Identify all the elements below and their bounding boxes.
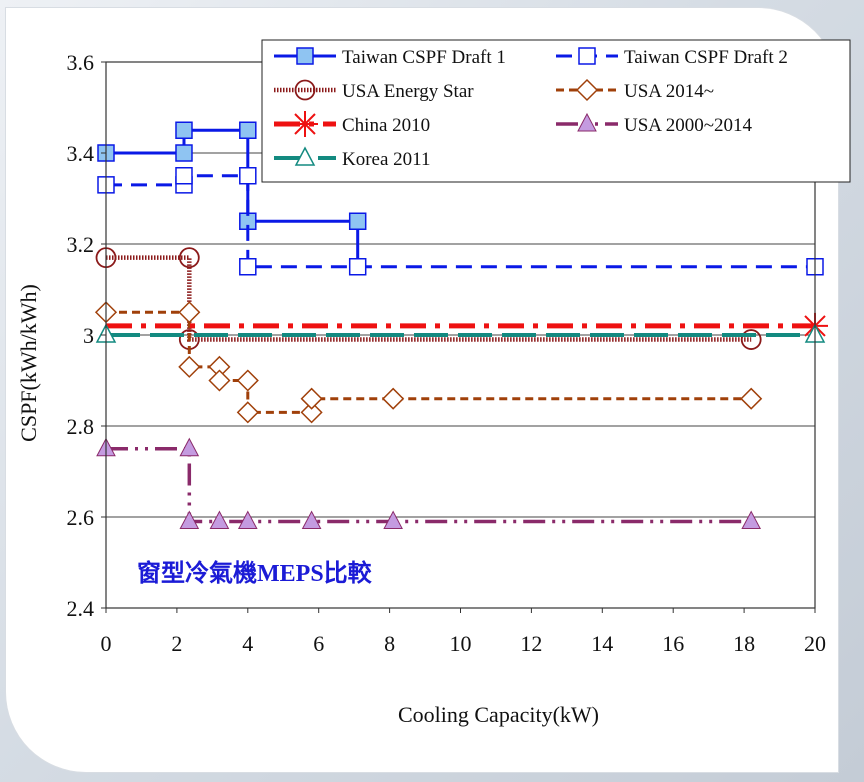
data-point — [740, 329, 762, 350]
legend-item: USA 2014~ — [556, 78, 714, 102]
data-point — [237, 510, 258, 530]
y-tick-label: 2.8 — [67, 414, 95, 439]
data-point — [236, 369, 259, 392]
series-line — [106, 174, 815, 269]
y-axis-title: CSPF(kWh/kWh) — [16, 284, 41, 442]
data-point — [239, 258, 257, 276]
legend-label: USA Energy Star — [342, 81, 474, 102]
data-point — [175, 121, 193, 139]
legend-item: USA 2000~2014 — [556, 112, 752, 136]
series-taiwan-cspf-draft-1 — [97, 121, 367, 267]
data-point — [577, 112, 597, 132]
data-point — [383, 510, 403, 530]
data-point — [209, 510, 230, 530]
series-line — [106, 447, 752, 524]
data-point — [236, 401, 259, 424]
data-point — [300, 387, 323, 410]
data-point — [301, 510, 322, 530]
series-line — [106, 255, 752, 342]
legend-label: Korea 2011 — [342, 149, 430, 170]
y-tick-label: 3.6 — [67, 50, 95, 75]
y-tick-label: 2.4 — [67, 596, 95, 621]
data-point — [239, 121, 257, 139]
data-point — [294, 79, 316, 101]
x-tick-label: 12 — [520, 631, 542, 656]
y-tick-label: 3.2 — [67, 232, 95, 257]
legend-item: USA Energy Star — [274, 79, 474, 102]
x-tick-label: 20 — [804, 631, 826, 656]
y-tick-label: 3.4 — [67, 141, 95, 166]
legend-item: Taiwan CSPF Draft 2 — [556, 47, 788, 68]
series-usa-2000-2014 — [96, 437, 762, 530]
legend-label: Taiwan CSPF Draft 2 — [624, 47, 788, 68]
data-point — [208, 369, 231, 392]
legend-item: Taiwan CSPF Draft 1 — [274, 47, 506, 68]
series-layer — [94, 121, 828, 530]
data-point — [178, 301, 201, 324]
x-tick-label: 16 — [662, 631, 684, 656]
tick-labels: 2.4 2.6 2.8 3 3.2 3.4 3.6 0 2 4 6 8 10 12 14 16 18 20 — [67, 50, 827, 656]
data-point — [296, 47, 314, 65]
x-tick-label: 0 — [101, 631, 112, 656]
y-tick-label: 2.6 — [67, 505, 95, 530]
data-point — [178, 355, 201, 378]
data-point — [578, 47, 596, 65]
series-usa-2014- — [94, 301, 763, 424]
data-point — [575, 78, 599, 102]
x-tick-label: 4 — [242, 631, 253, 656]
chart-annotation: 窗型冷氣機MEPS比較 — [137, 559, 373, 587]
legend-label: China 2010 — [342, 115, 430, 136]
data-point — [179, 510, 200, 530]
data-point — [292, 111, 318, 137]
series-taiwan-cspf-draft-2 — [97, 167, 824, 276]
data-point — [741, 510, 762, 530]
legend-item: Korea 2011 — [274, 146, 430, 170]
data-point — [179, 437, 200, 457]
data-point — [294, 146, 316, 166]
x-tick-label: 6 — [313, 631, 324, 656]
legend: Taiwan CSPF Draft 1 Taiwan CSPF Draft 2 US… — [261, 39, 851, 183]
x-axis-title: Cooling Capacity(kW) — [398, 702, 599, 727]
data-point — [348, 212, 367, 230]
y-tick-label: 3 — [83, 323, 94, 348]
legend-label: USA 2000~2014 — [624, 115, 752, 136]
data-point — [300, 401, 323, 424]
legend-box — [261, 39, 851, 183]
legend-item: China 2010 — [274, 111, 430, 137]
legend-label: Taiwan CSPF Draft 1 — [342, 47, 506, 68]
data-point — [239, 167, 257, 185]
data-point — [178, 247, 200, 269]
data-point — [740, 387, 763, 410]
x-tick-label: 14 — [591, 631, 613, 656]
data-point — [348, 258, 367, 276]
data-point — [175, 144, 193, 162]
legend-label: USA 2014~ — [624, 81, 714, 102]
x-tick-label: 18 — [733, 631, 755, 656]
data-point — [382, 387, 405, 410]
x-tick-label: 10 — [450, 631, 472, 656]
x-tick-label: 8 — [384, 631, 395, 656]
data-point — [175, 167, 193, 185]
x-tick-label: 2 — [171, 631, 182, 656]
